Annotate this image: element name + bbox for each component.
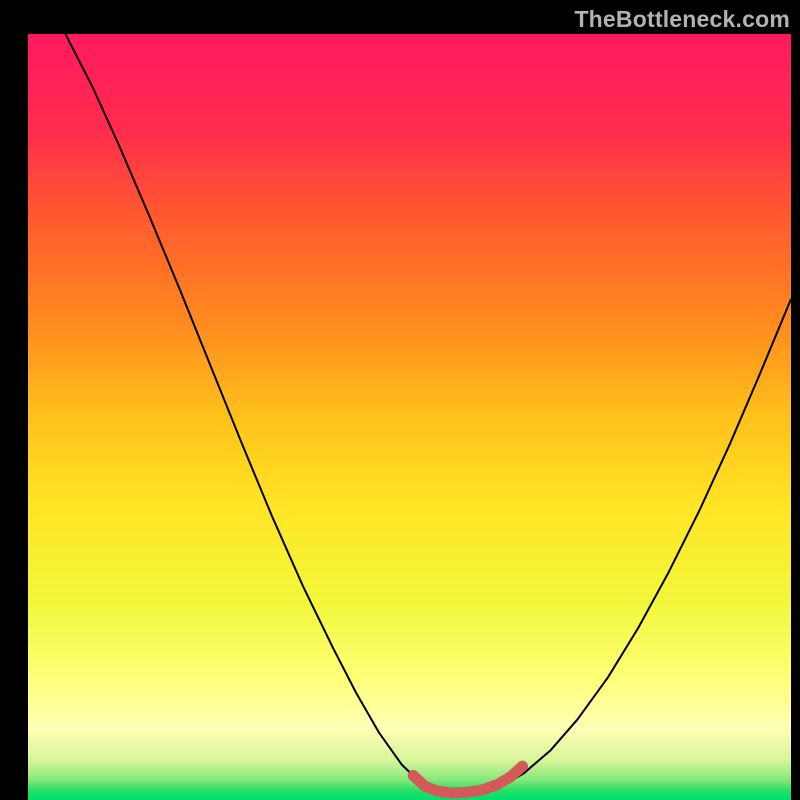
plot-area — [28, 34, 791, 800]
trough-end-dot — [517, 761, 528, 772]
chart-frame: TheBottleneck.com — [0, 0, 800, 800]
trough-end-dot — [408, 770, 419, 781]
bottleneck-curve — [65, 34, 791, 795]
trough-highlight — [413, 766, 522, 793]
watermark-text: TheBottleneck.com — [574, 6, 790, 33]
curves-svg — [28, 34, 791, 800]
